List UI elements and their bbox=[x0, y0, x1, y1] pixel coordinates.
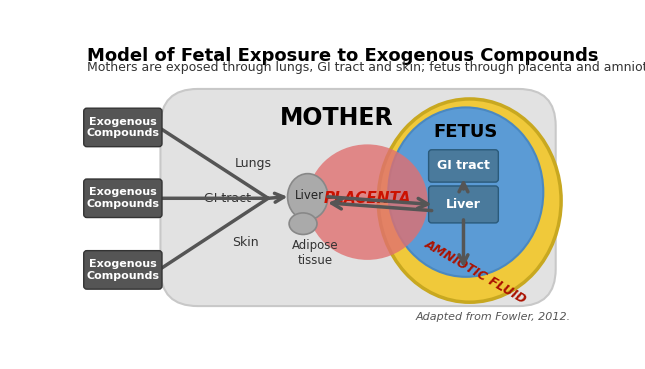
Text: Adapted from Fowler, 2012.: Adapted from Fowler, 2012. bbox=[415, 312, 570, 322]
Text: Skin: Skin bbox=[232, 236, 259, 249]
Text: Exogenous
Compounds: Exogenous Compounds bbox=[86, 259, 159, 281]
Ellipse shape bbox=[388, 107, 543, 277]
FancyBboxPatch shape bbox=[428, 186, 499, 223]
Text: Liver: Liver bbox=[295, 189, 324, 202]
Ellipse shape bbox=[307, 144, 428, 260]
Text: Exogenous
Compounds: Exogenous Compounds bbox=[86, 187, 159, 209]
FancyBboxPatch shape bbox=[428, 150, 499, 182]
Text: Adipose
tissue: Adipose tissue bbox=[292, 239, 339, 267]
Text: AMNIOTIC FLUID: AMNIOTIC FLUID bbox=[422, 237, 529, 306]
Text: Exogenous
Compounds: Exogenous Compounds bbox=[86, 117, 159, 138]
Text: Mothers are exposed through lungs, GI tract and skin; fetus through placenta and: Mothers are exposed through lungs, GI tr… bbox=[87, 61, 645, 74]
Ellipse shape bbox=[289, 213, 317, 234]
Ellipse shape bbox=[288, 174, 328, 220]
FancyBboxPatch shape bbox=[161, 89, 556, 306]
Text: Liver: Liver bbox=[446, 198, 481, 211]
FancyBboxPatch shape bbox=[84, 108, 162, 147]
Text: GI tract: GI tract bbox=[204, 192, 251, 205]
FancyBboxPatch shape bbox=[84, 179, 162, 218]
Text: GI tract: GI tract bbox=[437, 159, 490, 172]
Text: FETUS: FETUS bbox=[433, 123, 498, 141]
Text: MOTHER: MOTHER bbox=[279, 106, 393, 130]
Text: Model of Fetal Exposure to Exogenous Compounds: Model of Fetal Exposure to Exogenous Com… bbox=[87, 47, 599, 65]
Text: Lungs: Lungs bbox=[235, 157, 272, 170]
Text: PLACENTA: PLACENTA bbox=[324, 191, 411, 206]
Ellipse shape bbox=[378, 99, 561, 302]
FancyBboxPatch shape bbox=[84, 251, 162, 289]
